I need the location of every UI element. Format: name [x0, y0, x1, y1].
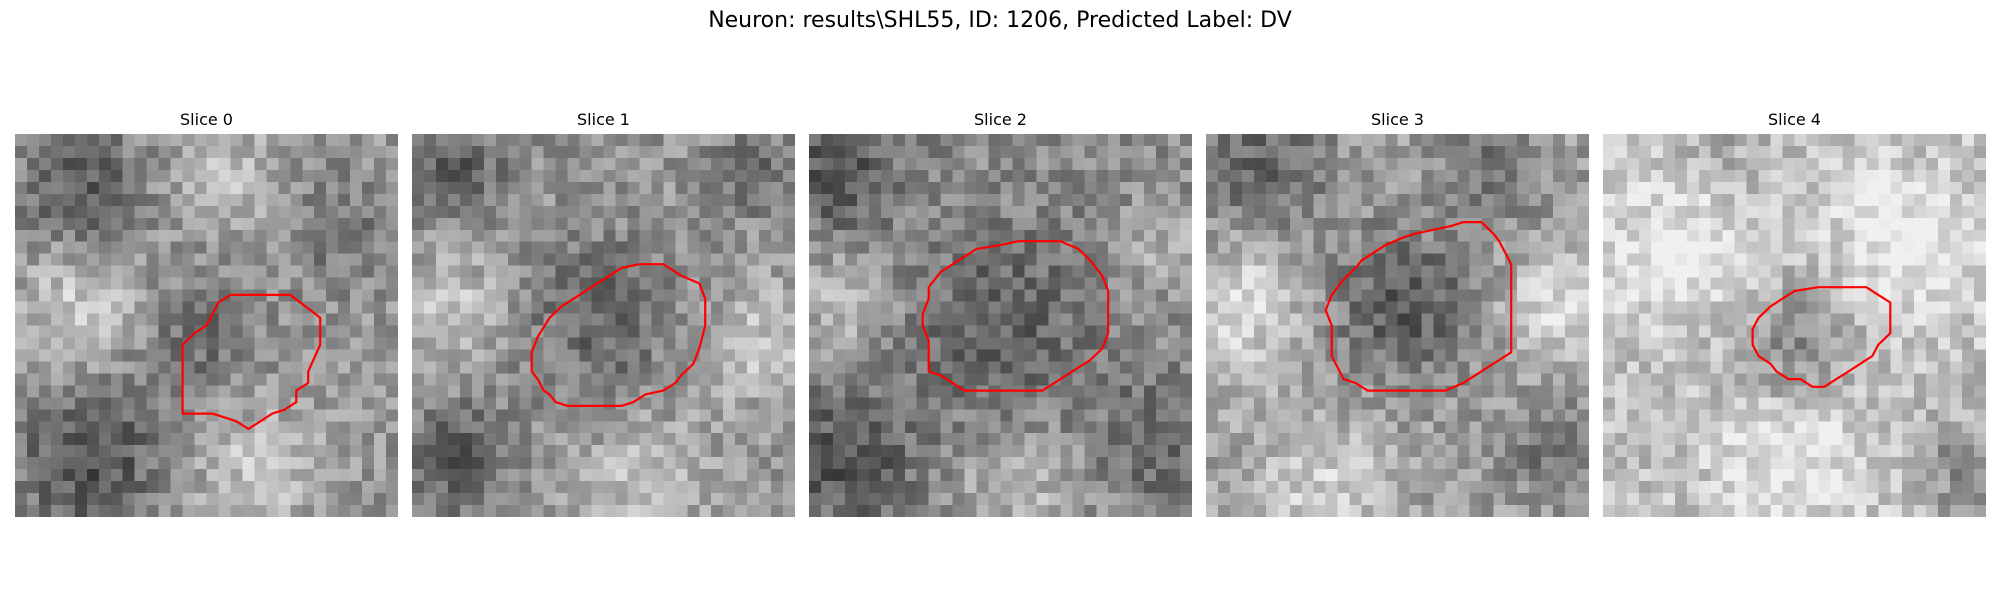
- roi-contour-2: [921, 240, 1110, 392]
- roi-contour-3: [1324, 220, 1513, 392]
- roi-contour-4: [1751, 286, 1892, 388]
- slice-title-0: Slice 0: [180, 110, 233, 129]
- slice-image-4: [1603, 134, 1986, 517]
- slice-panel-4: Slice 4: [1603, 110, 1986, 517]
- slice-title-1: Slice 1: [577, 110, 630, 129]
- roi-contour-1: [530, 263, 707, 407]
- slice-title-2: Slice 2: [974, 110, 1027, 129]
- slice-panel-2: Slice 2: [809, 110, 1192, 517]
- slice-panel-3: Slice 3: [1206, 110, 1589, 517]
- roi-contour-0: [181, 293, 322, 430]
- slice-image-2: [809, 134, 1192, 517]
- slice-title-3: Slice 3: [1371, 110, 1424, 129]
- slice-image-0: [15, 134, 398, 517]
- slice-image-3: [1206, 134, 1589, 517]
- slice-panel-1: Slice 1: [412, 110, 795, 517]
- slice-image-1: [412, 134, 795, 517]
- slice-panel-0: Slice 0: [15, 110, 398, 517]
- slice-title-4: Slice 4: [1768, 110, 1821, 129]
- figure-title: Neuron: results\SHL55, ID: 1206, Predict…: [708, 8, 1292, 33]
